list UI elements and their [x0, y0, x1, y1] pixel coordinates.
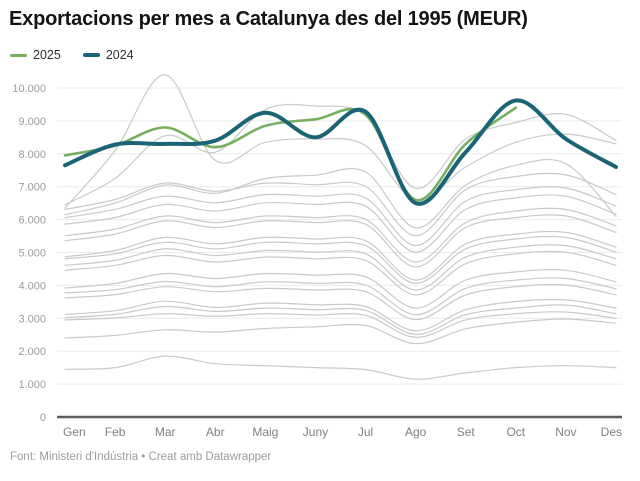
historical-year-line	[64, 158, 617, 229]
historical-year-line	[64, 214, 617, 268]
x-axis-label: Mar	[155, 425, 176, 439]
historical-year-line	[64, 311, 617, 339]
legend-label-2025: 2025	[33, 48, 61, 62]
legend-item-2025: 2025	[10, 48, 61, 62]
historical-year-line	[64, 207, 617, 263]
legend-swatch-2024-icon	[82, 53, 100, 57]
page-title: Exportacions per mes a Catalunya des del…	[9, 8, 528, 30]
historical-year-line	[64, 298, 617, 332]
historical-year-line	[64, 194, 617, 253]
series-2025-line[interactable]	[63, 106, 518, 202]
x-axis-label: Gen	[63, 425, 86, 439]
y-axis-label: 6.000	[18, 215, 46, 227]
historical-year-line	[64, 172, 617, 237]
y-axis-label: 1.000	[18, 379, 46, 391]
y-axis-label: 0	[40, 412, 46, 424]
x-axis-label: Des	[601, 425, 622, 439]
historical-year-line	[64, 277, 617, 316]
y-axis-label: 2.000	[18, 346, 46, 358]
historical-year-line	[64, 355, 617, 380]
series-2024-line[interactable]	[63, 98, 618, 206]
x-axis-label: Jul	[358, 425, 373, 439]
historical-year-line	[64, 186, 617, 247]
chart-legend: 2025 2024	[10, 48, 134, 62]
x-axis-label: Juny	[303, 425, 328, 439]
x-axis-label: Ago	[405, 425, 427, 439]
historical-year-line	[64, 103, 617, 206]
legend-label-2024: 2024	[105, 48, 134, 62]
historical-year-line	[64, 318, 617, 345]
y-axis-label: 9.000	[18, 116, 46, 128]
historical-year-line	[64, 304, 617, 336]
y-axis-label: 3.000	[18, 313, 46, 325]
y-axis-label: 5.000	[18, 248, 46, 260]
historical-year-line	[64, 244, 617, 291]
y-axis-label: 8.000	[18, 149, 46, 161]
y-axis-label: 7.000	[18, 182, 46, 194]
exports-line-chart[interactable]: 0 1.000 2.000 3.000 4.000 5.000 6.000 7.000 8.00…	[0, 70, 640, 445]
x-axis-label: Nov	[555, 425, 576, 439]
historical-year-line	[64, 74, 617, 209]
historical-year-line	[64, 250, 617, 296]
x-axis-label: Feb	[105, 425, 126, 439]
historical-year-line	[64, 235, 617, 285]
historical-year-line	[64, 283, 617, 321]
y-axis-label: 4.000	[18, 280, 46, 292]
x-axis-label: Abr	[206, 425, 225, 439]
x-axis-label: Maig	[252, 425, 278, 439]
legend-item-2024: 2024	[82, 48, 134, 62]
x-axis-label: Oct	[506, 425, 525, 439]
legend-swatch-2025-icon	[10, 53, 27, 57]
chart-footer-attribution: Font: Ministeri d'Indústria • Creat amb …	[10, 451, 272, 463]
y-axis-label: 10.000	[12, 83, 46, 95]
x-axis-label: Set	[457, 425, 476, 439]
historical-year-line	[64, 269, 617, 309]
historical-year-line	[64, 230, 617, 281]
